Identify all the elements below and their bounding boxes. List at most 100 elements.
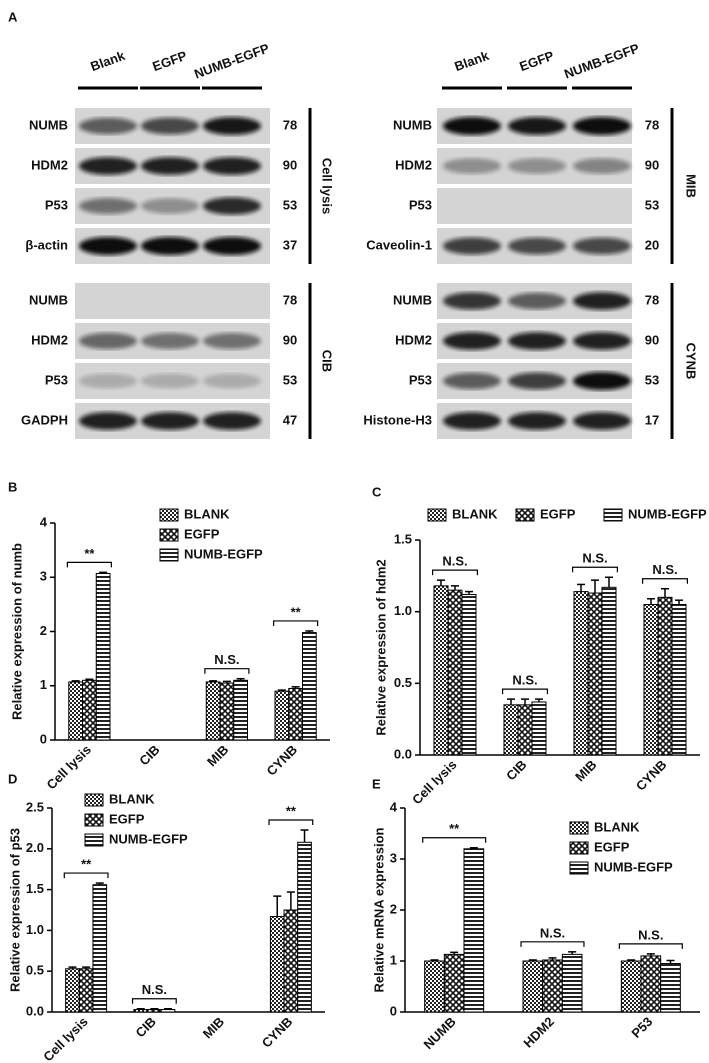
legend-swatch: [159, 508, 179, 522]
bar: [95, 572, 111, 741]
bar: [302, 632, 317, 741]
bar: [274, 690, 290, 741]
blot-band: [443, 372, 501, 390]
blot-band: [508, 237, 566, 255]
significance-label: N.S.: [214, 652, 239, 667]
legend-label: EGFP: [540, 506, 576, 521]
significance-bracket: [66, 561, 112, 568]
bar: [561, 953, 583, 1013]
panel-letter: C: [372, 484, 382, 499]
protein-label: NUMB: [29, 117, 68, 132]
error-bar: [95, 882, 104, 885]
blot-band: [79, 157, 137, 175]
bar: [461, 593, 477, 756]
kda-label: 37: [283, 237, 297, 252]
bar: [424, 960, 445, 1013]
y-tick-label: 2.0: [26, 840, 44, 855]
blot-band: [141, 198, 199, 214]
blot-band: [79, 373, 137, 389]
panel-letter: A: [8, 9, 18, 24]
error-bar: [136, 1007, 145, 1010]
bar: [587, 592, 603, 756]
blot-band: [508, 158, 566, 174]
blot-band: [573, 332, 631, 350]
significance-bracket: [432, 569, 478, 576]
bar: [133, 1009, 149, 1013]
legend-label: EGFP: [594, 839, 630, 854]
x-tick-label: CYNB: [633, 757, 670, 794]
blot-band: [573, 372, 631, 390]
lane-label: NUMB-EGFP: [192, 40, 271, 81]
bar: [573, 591, 589, 756]
blot-band: [79, 332, 137, 350]
significance-bracket: [273, 620, 319, 626]
protein-label: NUMB: [393, 292, 432, 307]
significance-label: **: [291, 604, 302, 619]
blot-band: [203, 197, 261, 215]
lane-label: NUMB-EGFP: [562, 40, 641, 81]
kda-label: 17: [645, 412, 659, 427]
bar: [542, 959, 563, 1013]
legend-label: BLANK: [452, 506, 498, 521]
bar: [78, 968, 94, 1013]
protein-label: P53: [409, 197, 432, 212]
legend-swatch: [515, 508, 535, 522]
error-bar: [68, 966, 77, 969]
x-tick-label: CIB: [503, 757, 529, 783]
error-bar: [507, 698, 515, 705]
x-tick-label: HDM2: [520, 1014, 557, 1051]
error-bar: [305, 630, 314, 633]
y-tick-label: 2.5: [26, 799, 44, 814]
legend-label: NUMB-EGFP: [109, 831, 188, 846]
error-bar: [605, 576, 613, 588]
y-tick-label: 0.0: [26, 1003, 44, 1018]
significance-bracket: [642, 578, 688, 584]
kda-label: 53: [645, 372, 659, 387]
significance-label: **: [449, 821, 460, 836]
blot-band: [203, 237, 261, 255]
error-bar: [99, 571, 108, 574]
legend-label: NUMB-EGFP: [184, 546, 263, 561]
significance-bracket: [618, 943, 683, 949]
significance-bracket: [422, 837, 487, 843]
error-bar: [591, 579, 599, 594]
error-bar: [291, 686, 300, 689]
bar: [447, 589, 463, 756]
error-bar: [465, 590, 473, 595]
bar: [433, 585, 449, 756]
significance-label: N.S.: [442, 554, 467, 569]
bar: [503, 704, 519, 756]
error-bar: [451, 585, 459, 591]
protein-label: HDM2: [395, 157, 432, 172]
significance-bracket: [131, 998, 177, 1004]
legend-label: EGFP: [184, 526, 220, 541]
blot-band: [443, 292, 501, 310]
blot-band: [141, 412, 199, 430]
significance-bracket: [268, 819, 314, 826]
y-tick-label: 0.0: [394, 746, 412, 761]
bar: [68, 681, 83, 741]
blot-band: [203, 157, 261, 175]
bar: [205, 681, 221, 741]
legend-swatch: [569, 841, 589, 855]
y-axis-label: Relative mRNA expression: [371, 827, 386, 992]
legend-swatch: [84, 813, 104, 827]
blot-band: [443, 412, 501, 430]
blot-strip: [437, 188, 632, 224]
significance-label: N.S.: [652, 562, 677, 577]
error-bar: [646, 953, 655, 956]
bar: [443, 953, 465, 1013]
protein-label: HDM2: [31, 157, 68, 172]
group-label: Cell lysis: [320, 158, 335, 214]
bar: [269, 916, 285, 1013]
blot-band: [508, 372, 566, 390]
x-tick-label: CYNB: [259, 1014, 296, 1051]
group-label: CIB: [320, 350, 335, 372]
blot-band: [508, 332, 566, 350]
x-tick-label: MIB: [204, 742, 231, 769]
blot-band: [79, 198, 137, 214]
lane-label: Blank: [88, 48, 127, 74]
bar: [147, 1009, 162, 1013]
protein-label: Histone-H3: [363, 412, 432, 427]
